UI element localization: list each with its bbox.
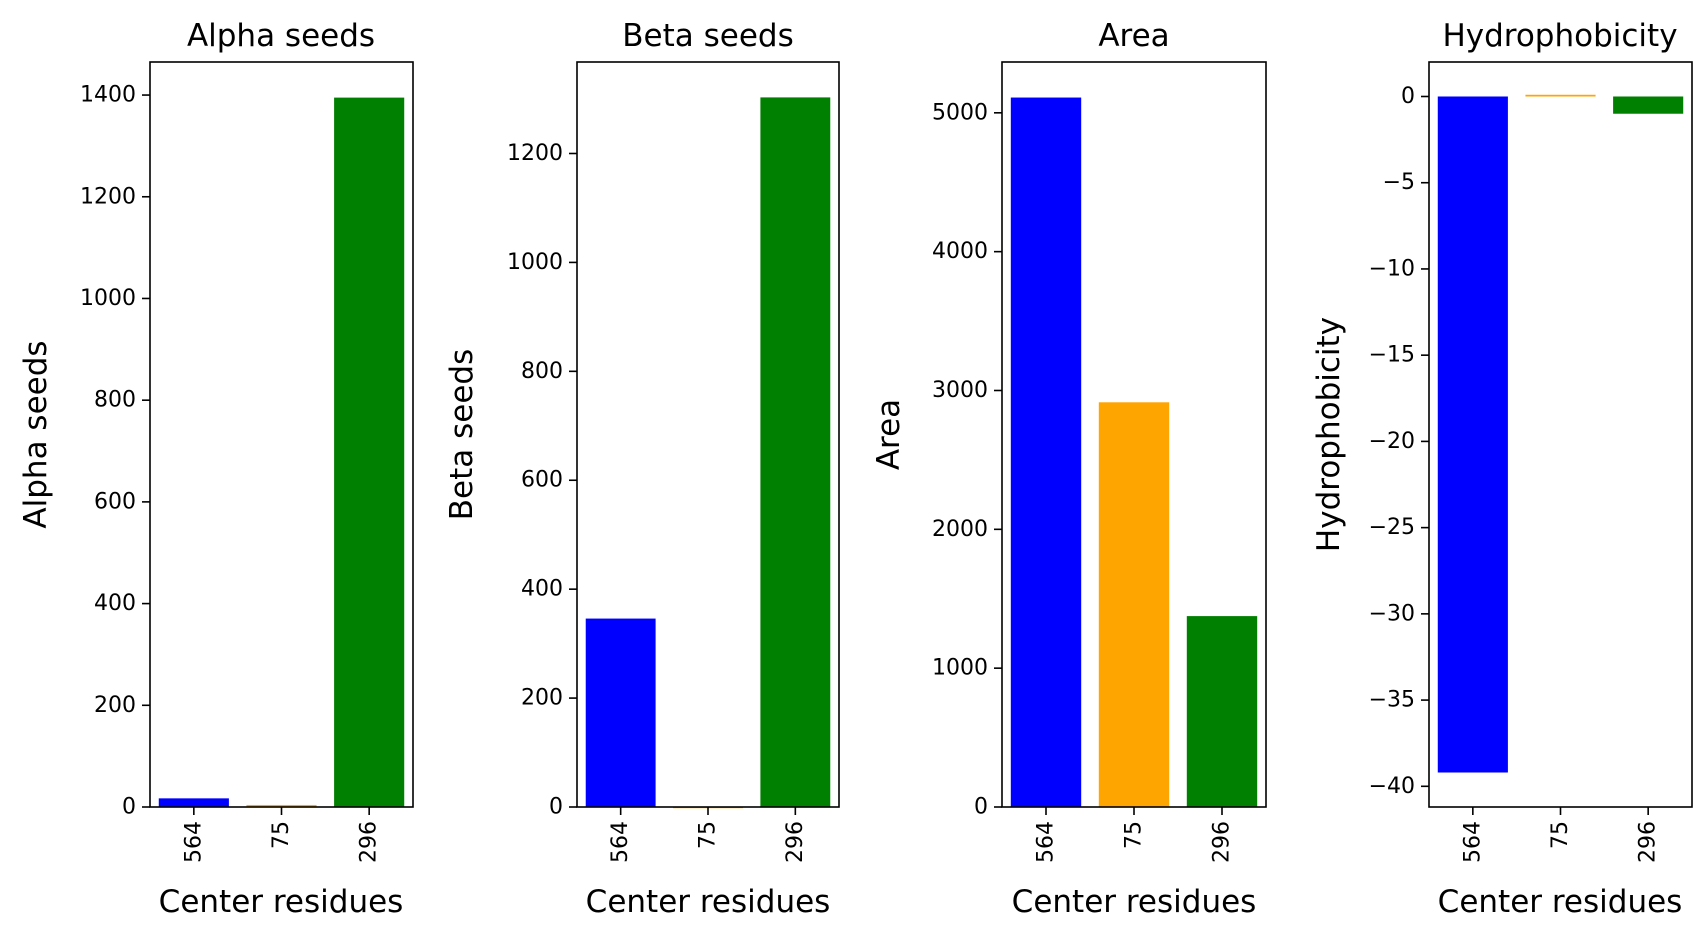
y-tick-label: 200 (521, 686, 563, 711)
x-tick-label: 564 (1034, 821, 1059, 863)
x-tick-label: 296 (783, 821, 808, 863)
chart-panel-1: 0 200 400 600 800 1000 1200 1400 564 75 296 Alpha s… (18, 18, 414, 920)
y-tick-label: 5000 (932, 100, 988, 125)
bar-564 (158, 798, 229, 807)
y-tick-label: 600 (521, 468, 563, 493)
y-axis-label: Hydrophobicity (1311, 317, 1347, 552)
y-tick-label: 800 (94, 388, 136, 413)
y-tick-label: −40 (1369, 774, 1415, 799)
x-tick-label: 75 (1122, 821, 1147, 849)
bar-75 (246, 804, 317, 807)
bar-564 (1010, 97, 1082, 808)
bar-75 (1098, 402, 1170, 807)
y-tick-label: 1200 (80, 184, 136, 209)
chart-title: Hydrophobicity (1442, 18, 1677, 54)
y-tick-label: −20 (1369, 429, 1415, 454)
x-axis-label: Center residues (159, 884, 404, 920)
y-tick-label: 0 (549, 795, 563, 820)
bar-296 (760, 97, 831, 808)
chart-panel-3: 0 1000 2000 3000 4000 5000 564 75 296 Area Center … (871, 18, 1267, 920)
y-axis-label: Area (871, 399, 907, 470)
y-tick-label: 400 (521, 577, 563, 602)
y-tick-label: 0 (122, 795, 136, 820)
y-tick-label: −10 (1369, 256, 1415, 281)
x-axis-label: Center residues (1012, 884, 1257, 920)
y-tick-label: 3000 (932, 378, 988, 403)
y-tick-label: 0 (974, 795, 988, 820)
y-tick-label: −35 (1369, 688, 1415, 713)
y-axis-label: Alpha seeds (18, 340, 54, 528)
x-tick-label: 296 (1210, 821, 1235, 863)
x-tick-label: 564 (181, 821, 206, 863)
chart-panel-2: 0 200 400 600 800 1000 1200 564 75 296 Beta seeds C… (444, 18, 840, 920)
bar-564 (585, 618, 656, 807)
chart-title: Beta seeds (622, 18, 793, 54)
y-tick-label: 1000 (80, 286, 136, 311)
x-tick-label: 75 (269, 821, 294, 849)
y-tick-label: 800 (521, 359, 563, 384)
y-tick-label: 600 (94, 489, 136, 514)
chart-panel-4: 0 −5 −10 −15 −20 −25 −30 −35 −40 564 75 296 Hydropho… (1311, 18, 1693, 920)
y-tick-label: 1400 (80, 83, 136, 108)
bar-296 (334, 97, 405, 807)
y-tick-label: 200 (94, 693, 136, 718)
y-axis-label: Beta seeds (444, 349, 480, 520)
chart-title: Alpha seeds (187, 18, 375, 54)
bar-75 (1525, 94, 1596, 97)
y-tick-label: −25 (1369, 515, 1415, 540)
x-tick-label: 75 (696, 821, 721, 849)
y-tick-label: 1200 (507, 141, 563, 166)
y-tick-label: 1000 (932, 656, 988, 681)
y-tick-label: −15 (1369, 343, 1415, 368)
x-tick-label: 296 (357, 821, 382, 863)
x-tick-label: 564 (1460, 821, 1485, 863)
x-tick-label: 296 (1636, 821, 1661, 863)
x-tick-label: 564 (608, 821, 633, 863)
y-tick-label: 1000 (507, 250, 563, 275)
x-axis-label: Center residues (586, 884, 831, 920)
y-tick-label: 0 (1401, 84, 1415, 109)
chart-title: Area (1098, 18, 1169, 54)
y-tick-label: −30 (1369, 601, 1415, 626)
bar-564 (1437, 96, 1508, 773)
y-tick-label: 400 (94, 591, 136, 616)
y-tick-label: 2000 (932, 517, 988, 542)
y-tick-label: −5 (1383, 170, 1415, 195)
y-tick-label: 4000 (932, 239, 988, 264)
x-axis-label: Center residues (1438, 884, 1683, 920)
bar-296 (1613, 96, 1684, 114)
bar-296 (1186, 616, 1258, 807)
x-tick-label: 75 (1548, 821, 1573, 849)
